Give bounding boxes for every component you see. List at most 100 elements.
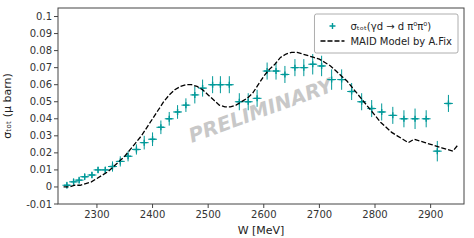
data-point <box>87 172 96 179</box>
y-tick-label: 0.04 <box>30 113 52 124</box>
x-tick-label: 2500 <box>195 209 220 220</box>
data-point <box>299 59 308 76</box>
x-tick <box>208 204 209 208</box>
y-axis-label: σₜₒₜ (μ barn) <box>1 73 14 139</box>
point-marker <box>141 140 147 146</box>
point-marker <box>339 77 345 83</box>
data-point <box>165 112 174 126</box>
y-tick-label: 0.1 <box>36 11 52 22</box>
point-marker <box>89 172 95 178</box>
point-marker <box>349 89 355 95</box>
point-marker <box>319 63 325 69</box>
y-tick-label: 0.09 <box>30 28 52 39</box>
data-point <box>156 120 165 134</box>
point-marker <box>166 116 172 122</box>
point-marker <box>82 174 88 180</box>
data-point <box>422 110 431 127</box>
data-point <box>198 80 207 97</box>
y-tick-label: 0.01 <box>30 164 52 175</box>
point-marker <box>301 65 307 71</box>
data-point <box>148 132 157 146</box>
x-tick <box>430 204 431 208</box>
data-point <box>173 105 182 119</box>
point-marker <box>133 146 139 152</box>
point-marker <box>95 167 101 173</box>
point-marker <box>423 116 429 122</box>
point-marker <box>329 77 335 83</box>
point-marker <box>183 102 189 108</box>
y-tick <box>54 204 58 205</box>
point-marker <box>192 92 198 98</box>
y-tick <box>54 169 58 170</box>
data-point <box>181 98 190 112</box>
y-tick <box>54 152 58 153</box>
data-point <box>208 76 217 93</box>
y-tick <box>54 101 58 102</box>
data-point <box>411 109 420 129</box>
point-marker <box>217 82 223 88</box>
data-point <box>62 182 71 189</box>
point-marker <box>102 167 108 173</box>
point-marker <box>175 109 181 115</box>
point-marker <box>401 116 407 122</box>
data-point <box>190 86 199 103</box>
data-point <box>80 173 89 180</box>
y-tick <box>54 118 58 119</box>
x-tick <box>375 204 376 208</box>
x-tick <box>319 204 320 208</box>
point-marker <box>150 136 156 142</box>
legend-swatch <box>320 40 344 41</box>
y-tick-label: 0.02 <box>30 147 52 158</box>
y-tick <box>54 186 58 187</box>
x-tick <box>152 204 153 208</box>
y-tick-label: 0.05 <box>30 96 52 107</box>
x-tick <box>263 204 264 208</box>
data-point <box>444 95 453 112</box>
legend-label: σₜₒₜ(γd → d π⁰π⁰) <box>350 21 431 32</box>
data-point <box>116 156 125 166</box>
y-tick-label: -0.01 <box>26 199 52 210</box>
legend-box <box>314 14 458 53</box>
data-point <box>290 59 299 76</box>
x-tick-label: 2800 <box>362 209 387 220</box>
point-marker <box>282 71 288 77</box>
y-tick <box>54 33 58 34</box>
y-tick-label: 0.03 <box>30 130 52 141</box>
y-tick-label: 0 <box>46 181 52 192</box>
point-marker <box>412 116 418 122</box>
data-point <box>263 63 272 80</box>
data-point <box>399 110 408 127</box>
legend: σₜₒₜ(γd → d π⁰π⁰) MAID Model by A.Fix <box>314 14 458 53</box>
point-marker <box>254 95 260 101</box>
point-marker <box>445 100 451 106</box>
data-point <box>101 167 110 174</box>
plot-data <box>62 52 458 188</box>
y-tick <box>54 84 58 85</box>
x-tick-label: 2400 <box>140 209 165 220</box>
y-tick-label: 0.07 <box>30 62 52 73</box>
x-tick <box>96 204 97 208</box>
y-tick-label: 0.08 <box>30 45 52 56</box>
x-axis-label: W [MeV] <box>238 224 285 237</box>
x-tick-label: 2300 <box>84 209 109 220</box>
point-marker <box>379 109 385 115</box>
data-point <box>280 66 289 83</box>
point-marker <box>76 177 82 183</box>
point-marker <box>273 68 279 74</box>
legend-label: MAID Model by A.Fix <box>350 36 452 47</box>
data-point <box>225 76 234 93</box>
data-point <box>377 103 386 120</box>
x-tick-label: 2600 <box>251 209 276 220</box>
data-point <box>327 69 336 89</box>
point-marker <box>158 124 164 130</box>
model-line <box>64 52 459 187</box>
x-tick-label: 2900 <box>418 209 443 220</box>
data-point <box>433 141 442 161</box>
x-tick-label: 2700 <box>307 209 332 220</box>
y-tick <box>54 16 58 17</box>
point-marker <box>226 82 232 88</box>
legend-swatch <box>329 23 335 29</box>
point-marker <box>210 82 216 88</box>
data-point <box>244 93 253 110</box>
point-marker <box>292 65 298 71</box>
